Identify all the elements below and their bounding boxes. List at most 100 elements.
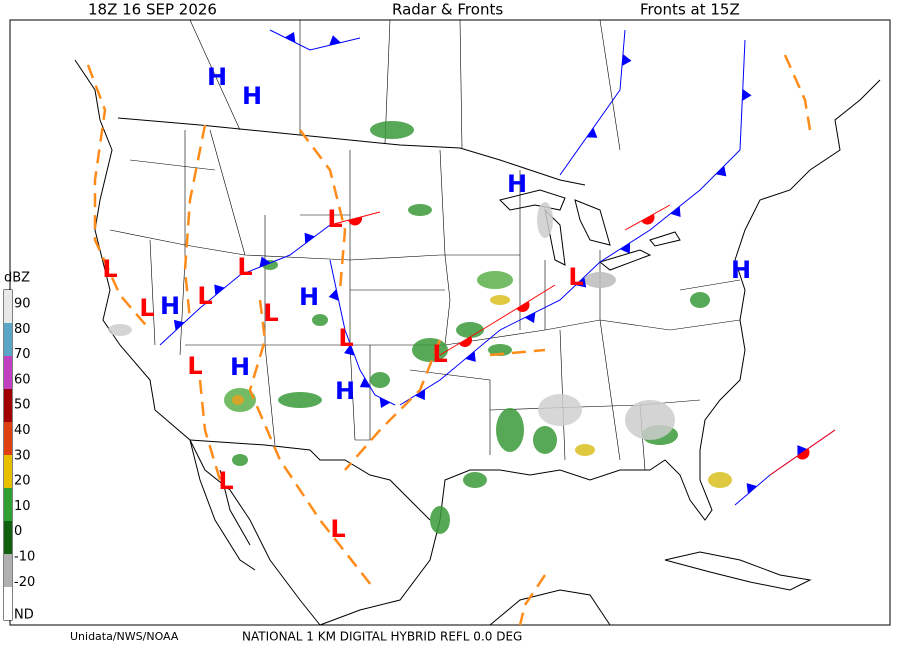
front-symbol xyxy=(214,284,225,296)
front-symbol xyxy=(284,31,296,43)
valid-time: 18Z 16 SEP 2026 xyxy=(88,1,217,19)
radar-echo xyxy=(108,324,132,336)
front-symbol xyxy=(742,89,752,101)
radar-echo xyxy=(370,121,414,139)
lake xyxy=(544,208,566,266)
front-symbol xyxy=(414,389,426,401)
fronts xyxy=(86,29,836,626)
colorbar-label: 10 xyxy=(14,499,31,514)
colorbar-segment xyxy=(4,356,12,389)
colorbar-segment xyxy=(4,422,12,455)
radar-echo xyxy=(488,344,512,356)
front-symbol xyxy=(516,301,530,313)
colorbar-segment xyxy=(4,521,12,554)
low-pressure-center: L xyxy=(237,253,252,281)
colorbar-label: 70 xyxy=(14,347,31,362)
radar-echo xyxy=(575,444,595,456)
lake xyxy=(598,249,652,271)
low-pressure-center: L xyxy=(568,263,583,291)
lake xyxy=(649,231,681,247)
front-symbol xyxy=(465,351,476,362)
front-symbol xyxy=(575,276,587,288)
coastline xyxy=(74,59,321,626)
credit: Unidata/NWS/NOAA xyxy=(70,630,179,643)
low-pressure-center: L xyxy=(327,205,342,233)
low-pressure-center: L xyxy=(102,255,117,283)
low-pressure-center: L xyxy=(139,294,154,322)
radar-echo xyxy=(408,204,432,216)
fronts-time: Fronts at 15Z xyxy=(640,1,740,19)
front-symbol xyxy=(348,216,362,226)
front-symbol xyxy=(797,445,808,456)
radar-echo xyxy=(463,472,487,488)
radar-echo xyxy=(477,271,513,289)
radar-echo xyxy=(232,454,248,466)
front-symbol xyxy=(641,214,655,225)
colorbar-segment xyxy=(4,323,12,356)
colorbar-segment xyxy=(4,488,12,521)
trough-front xyxy=(183,124,207,321)
low-pressure-center: L xyxy=(263,299,278,327)
lake xyxy=(499,189,566,211)
colorbar: dBZ 90 80 70 60 50 40 30 20 10 0 -10 -20 ND xyxy=(3,271,35,623)
colorbar-label: -20 xyxy=(14,575,35,590)
colorbar-label: 30 xyxy=(14,448,31,463)
front-symbol xyxy=(586,127,598,138)
colorbar-label: 40 xyxy=(14,423,31,438)
warm-front xyxy=(439,284,556,356)
colorbar-label: ND xyxy=(14,608,34,623)
trough-front xyxy=(518,574,547,626)
low-pressure-center: L xyxy=(218,467,233,495)
high-pressure-center: H xyxy=(242,82,262,110)
colorbar-label: 90 xyxy=(14,297,31,312)
radar-echo xyxy=(533,426,557,454)
radar-echo xyxy=(708,472,732,488)
high-pressure-center: H xyxy=(207,63,227,91)
low-pressure-center: L xyxy=(197,282,212,310)
colorbar-label: 80 xyxy=(14,322,31,337)
radar-echo xyxy=(690,292,710,308)
baja xyxy=(189,439,256,571)
front-symbol xyxy=(796,448,810,460)
colorbar-label: 60 xyxy=(14,372,31,387)
radar-echo xyxy=(490,295,510,305)
trough-front xyxy=(248,299,376,591)
colorbar-segment xyxy=(4,290,12,323)
colorbar-segment xyxy=(4,587,12,620)
colorbar-label: -10 xyxy=(14,550,35,565)
colorbar-label: 20 xyxy=(14,474,31,489)
radar-echo xyxy=(537,202,553,238)
colorbar-segment xyxy=(4,455,12,488)
colorbar-label: 0 xyxy=(14,524,22,539)
front-symbol xyxy=(328,289,339,301)
border xyxy=(117,117,586,186)
trough-front xyxy=(489,348,546,357)
front-symbol xyxy=(304,232,315,244)
border xyxy=(189,439,431,521)
radar-echo xyxy=(496,408,524,452)
product: NATIONAL 1 KM DIGITAL HYBRID REFL 0.0 DE… xyxy=(242,630,522,644)
radar-echoes xyxy=(108,121,732,534)
front-symbol xyxy=(344,344,355,356)
yucatan xyxy=(489,589,611,626)
colorbar-label: 50 xyxy=(14,398,31,413)
coastline xyxy=(319,79,881,626)
radar-echo xyxy=(278,392,322,408)
cuba xyxy=(664,551,812,591)
front-symbol xyxy=(259,256,271,268)
trough-front xyxy=(86,64,151,331)
cold-front xyxy=(399,39,746,406)
high-pressure-center: H xyxy=(731,256,751,284)
front-symbol xyxy=(379,397,391,409)
canada-provinces xyxy=(189,19,621,151)
low-pressure-center: L xyxy=(338,324,353,352)
map-title: Radar & Fronts xyxy=(392,1,503,19)
high-pressure-center: H xyxy=(160,292,180,320)
radar-echo xyxy=(312,314,328,326)
lake xyxy=(574,199,611,246)
colorbar-segment xyxy=(4,554,12,587)
radar-echo xyxy=(430,506,450,534)
